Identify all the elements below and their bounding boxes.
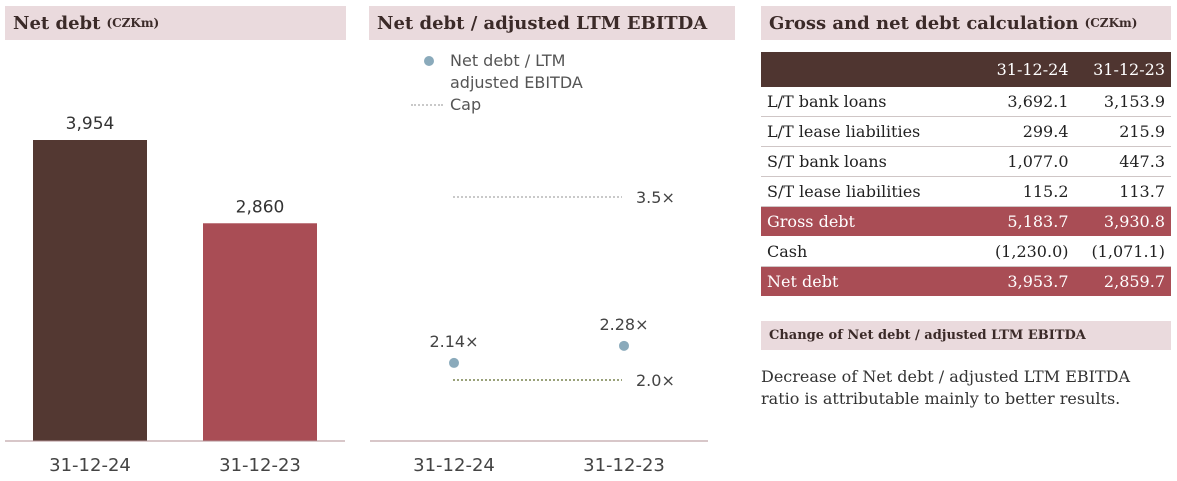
bar-value-label: 3,954: [66, 114, 115, 134]
table-row: L/T lease liabilities 299.4 215.9: [761, 116, 1171, 147]
debt-calc-title: Gross and net debt calculation: [769, 12, 1079, 34]
ratio-point: [449, 357, 459, 368]
table-row: L/T bank loans 3,692.1 3,153.9: [761, 87, 1171, 117]
bar-31-12-24: [33, 140, 147, 441]
legend-cap-marker: [411, 104, 443, 106]
cap-label: 3.5×: [636, 188, 675, 207]
legend-cap: Cap: [411, 94, 611, 116]
row-value: (1,071.1): [1074, 236, 1171, 267]
ratio-header: Net debt / adjusted LTM EBITDA: [369, 6, 735, 40]
row-value: 3,930.8: [1074, 206, 1171, 237]
row-value: 299.4: [978, 116, 1075, 147]
row-value: 447.3: [1074, 146, 1171, 177]
net-debt-bar-chart: 3,954 31-12-24 2,860 31-12-23: [5, 114, 345, 476]
ratio-title: Net debt / adjusted LTM EBITDA: [377, 12, 708, 34]
row-value: 3,953.7: [978, 266, 1075, 297]
ratio-chart: 3.5× 2.0× 2.14× 2.28× 31-12-24 31-12-23: [370, 188, 708, 476]
bar-x-tick: 31-12-23: [219, 455, 301, 476]
table-row: S/T bank loans 1,077.0 447.3: [761, 146, 1171, 177]
row-label: L/T bank loans: [761, 87, 978, 117]
table-col-2024: 31-12-24: [978, 52, 1075, 87]
cap-label: 2.0×: [636, 371, 675, 390]
debt-calc-header: Gross and net debt calculation (CZKm): [761, 6, 1171, 40]
bar-31-12-23: [203, 223, 317, 441]
ratio-x-tick: 31-12-24: [413, 455, 495, 476]
ratio-value-label: 2.28×: [599, 315, 648, 334]
legend-cap-label: Cap: [450, 95, 482, 114]
change-text: Decrease of Net debt / adjusted LTM EBIT…: [761, 367, 1131, 408]
table-header-row: 31-12-24 31-12-23: [761, 52, 1171, 87]
row-value: 2,859.7: [1074, 266, 1171, 297]
row-value: 113.7: [1074, 176, 1171, 207]
legend-ratio-marker: [424, 56, 434, 66]
table-row: Net debt 3,953.7 2,859.7: [761, 266, 1171, 297]
table-header-blank: [761, 52, 978, 87]
table-col-2023: 31-12-23: [1074, 52, 1171, 87]
row-value: 115.2: [978, 176, 1075, 207]
row-value: 5,183.7: [978, 206, 1075, 237]
ratio-point: [619, 340, 629, 351]
bar-x-tick: 31-12-24: [49, 455, 131, 476]
table-row: S/T lease liabilities 115.2 113.7: [761, 176, 1171, 207]
row-label: S/T bank loans: [761, 146, 978, 177]
row-value: 3,153.9: [1074, 87, 1171, 117]
ratio-value-label: 2.14×: [429, 332, 478, 351]
row-label: S/T lease liabilities: [761, 176, 978, 207]
bar-value-label: 2,860: [236, 197, 285, 217]
row-value: (1,230.0): [978, 236, 1075, 267]
legend-ratio: Net debt / LTM adjusted EBITDA: [424, 50, 624, 94]
row-label: Cash: [761, 236, 978, 267]
row-label: Gross debt: [761, 206, 978, 237]
debt-table: 31-12-24 31-12-23 L/T bank loans 3,692.1 3…: [761, 52, 1171, 297]
net-debt-unit: (CZKm): [106, 16, 160, 30]
row-label: Net debt: [761, 266, 978, 297]
table-row: Gross debt 5,183.7 3,930.8: [761, 206, 1171, 237]
row-value: 215.9: [1074, 116, 1171, 147]
row-value: 1,077.0: [978, 146, 1075, 177]
change-header: Change of Net debt / adjusted LTM EBITDA: [761, 321, 1171, 350]
net-debt-title: Net debt: [13, 12, 101, 34]
ratio-x-tick: 31-12-23: [583, 455, 665, 476]
row-value: 3,692.1: [978, 87, 1075, 117]
table-row: Cash (1,230.0) (1,071.1): [761, 236, 1171, 267]
row-label: L/T lease liabilities: [761, 116, 978, 147]
net-debt-header: Net debt (CZKm): [5, 6, 346, 40]
debt-calc-unit: (CZKm): [1084, 16, 1138, 30]
legend-ratio-label: Net debt / LTM adjusted EBITDA: [450, 51, 583, 92]
